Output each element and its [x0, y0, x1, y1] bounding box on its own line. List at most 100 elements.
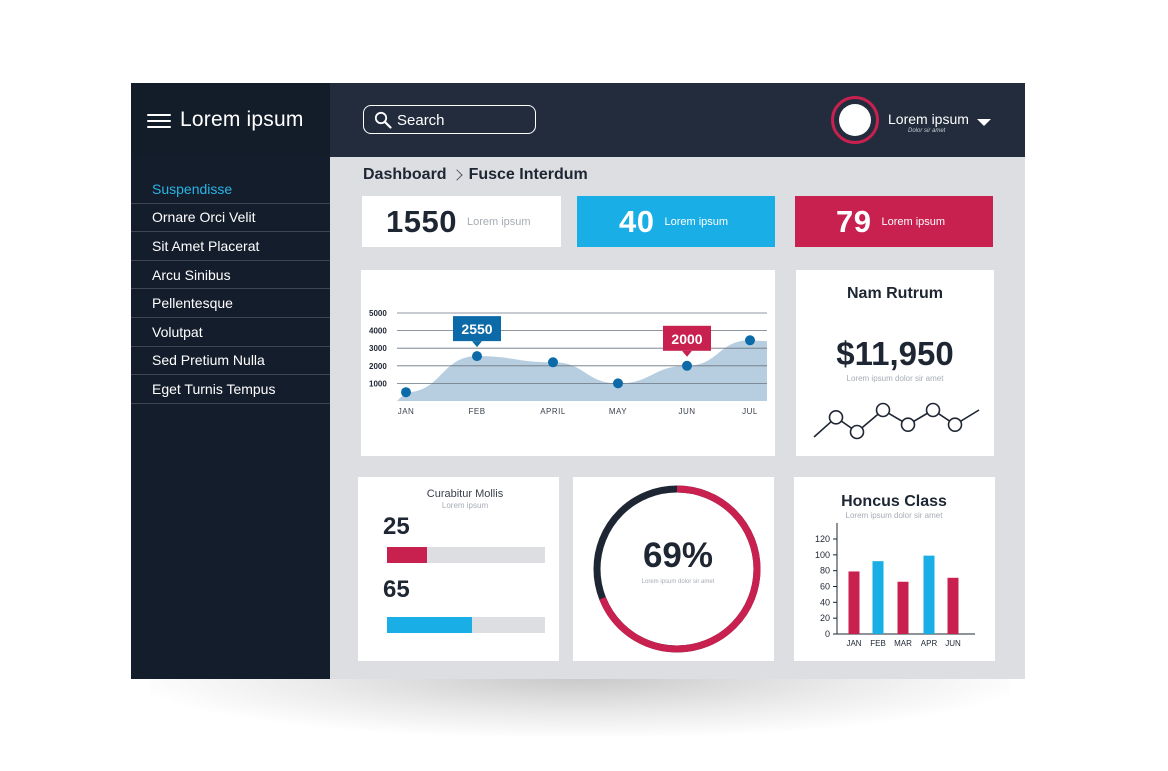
y-tick-label: 4000 [369, 327, 387, 336]
progress-title: Curabitur Mollis [426, 488, 504, 500]
progress-fill-1 [387, 547, 427, 563]
x-tick-label: JAN [398, 407, 415, 416]
progress-subtitle: Lorem ipsum [441, 501, 489, 510]
y-tick-label: 80 [820, 566, 830, 576]
sidebar-item-eget-turnis-tempus[interactable]: Eget Turnis Tempus [131, 375, 330, 404]
x-tick-label: JAN [846, 639, 861, 648]
bar [897, 581, 909, 634]
revenue-card: Nam Rutrum $11,950 Lorem ipsum dolor sir… [796, 270, 994, 456]
sidebar-item-sed-pretium-nulla[interactable]: Sed Pretium Nulla [131, 347, 330, 376]
sidebar: Lorem ipsum Suspendisse Ornare Orci Veli… [131, 83, 330, 679]
data-point [548, 357, 558, 368]
y-tick-label: 100 [815, 550, 830, 560]
y-tick-label: 0 [825, 629, 830, 639]
area-fill [397, 340, 767, 401]
breadcrumb: Dashboard Fusce Interdum [363, 166, 588, 184]
stat-label: Lorem ipsum [664, 215, 729, 228]
sidebar-nav: Suspendisse Ornare Orci Velit Sit Amet P… [131, 175, 330, 404]
progress-fill-2 [387, 617, 473, 633]
sparkline-point [875, 402, 891, 418]
bar [872, 561, 884, 634]
data-point [472, 351, 482, 362]
sidebar-item-sit-amet-placerat[interactable]: Sit Amet Placerat [131, 232, 330, 261]
x-tick-label: MAY [609, 407, 627, 416]
sparkline-point [849, 424, 865, 440]
user-name[interactable]: Lorem ipsum [888, 111, 969, 127]
y-tick-label: 2000 [369, 362, 387, 371]
sidebar-item-ornare-orci-velit[interactable]: Ornare Orci Velit [131, 204, 330, 233]
x-tick-label: JUL [742, 407, 758, 416]
hamburger-menu-icon[interactable] [147, 114, 171, 130]
search-placeholder: Search [397, 112, 445, 129]
x-tick-label: JUN [945, 639, 961, 648]
progress-value-2: 65 [383, 576, 410, 603]
data-point [613, 378, 623, 389]
bar [923, 555, 935, 634]
revenue-subtitle: Lorem ipsum dolor sir amet [846, 374, 944, 383]
donut-progress-arc [593, 485, 761, 653]
sparkline-point [900, 417, 916, 432]
progress-track-1 [387, 547, 545, 563]
stat-card-3[interactable]: 79 Lorem ipsum [795, 196, 993, 247]
callout-pointer [682, 350, 692, 357]
donut-card: 69% Lorem ipsum dolor sir amet [573, 477, 774, 661]
data-point [745, 335, 755, 346]
bar [848, 571, 860, 634]
callout-box [453, 316, 501, 342]
donut-value: 69% [642, 536, 714, 575]
breadcrumb-root[interactable]: Dashboard [363, 166, 447, 183]
search-icon [374, 111, 392, 129]
callout-box [663, 325, 711, 351]
brand-bar: Lorem ipsum [131, 83, 330, 157]
user-subtitle: Dolor sir amet [908, 128, 946, 134]
stat-card-1[interactable]: 1550 Lorem ipsum [362, 196, 561, 247]
dashboard-window: Lorem ipsum Suspendisse Ornare Orci Veli… [131, 83, 1025, 679]
progress-value-1: 25 [383, 513, 410, 540]
y-tick-label: 3000 [369, 344, 387, 353]
callout-label: 2550 [461, 321, 492, 337]
data-point [682, 360, 692, 371]
area-chart: 1000 2000 3000 4000 5000 JAN FEB APRIL MAY JUN JUL… [369, 309, 767, 416]
column-chart-title: Honcus Class [841, 493, 947, 510]
x-tick-label: JUN [678, 407, 695, 416]
chevron-down-icon[interactable] [977, 119, 991, 126]
callout-label: 2000 [671, 331, 702, 347]
chevron-right-icon [450, 169, 463, 181]
x-tick-label: FEB [468, 407, 485, 416]
revenue-value: $11,950 [836, 335, 954, 372]
x-tick-label: APRIL [540, 407, 566, 416]
stat-card-2[interactable]: 40 Lorem ipsum [577, 196, 775, 247]
sparkline-point [925, 402, 941, 418]
sidebar-item-suspendisse[interactable]: Suspendisse [131, 175, 330, 204]
avatar[interactable] [831, 96, 879, 144]
column-chart-card: Honcus Class Lorem ipsum dolor sir amet … [794, 477, 995, 661]
stat-value: 1550 [386, 203, 457, 239]
y-tick-label: 60 [820, 582, 830, 592]
data-point [401, 387, 411, 398]
x-tick-label: FEB [870, 639, 886, 648]
column-chart: 0 20 40 60 80 100 120 JAN FEB MAR APR JUN [815, 523, 975, 648]
stat-label: Lorem ipsum [881, 215, 946, 228]
x-tick-label: MAR [894, 639, 912, 648]
progress-track-2 [387, 617, 545, 633]
donut-subtitle: Lorem ipsum dolor sir amet [641, 579, 715, 585]
brand-title: Lorem ipsum [180, 108, 304, 131]
progress-card: Curabitur Mollis Lorem ipsum 25 65 [358, 477, 559, 661]
y-tick-label: 5000 [369, 309, 387, 318]
sidebar-item-pellentesque[interactable]: Pellentesque [131, 289, 330, 318]
sparkline-point [947, 417, 963, 432]
sidebar-item-volutpat[interactable]: Volutpat [131, 318, 330, 347]
top-bar: Search Lorem ipsum Dolor sir amet [330, 83, 1025, 157]
search-input[interactable]: Search [363, 105, 536, 134]
stat-value: 79 [836, 203, 872, 239]
y-tick-label: 40 [820, 597, 830, 607]
y-tick-label: 20 [820, 613, 830, 623]
revenue-title: Nam Rutrum [846, 285, 943, 302]
y-tick-label: 120 [815, 534, 830, 544]
breadcrumb-current: Fusce Interdum [468, 166, 588, 183]
area-chart-card: 1000 2000 3000 4000 5000 JAN FEB APRIL MAY JUN JUL… [361, 270, 775, 456]
bar [947, 577, 959, 634]
callout-pointer [472, 341, 482, 348]
stat-label: Lorem ipsum [466, 215, 531, 228]
sidebar-item-arcu-sinibus[interactable]: Arcu Sinibus [131, 261, 330, 290]
